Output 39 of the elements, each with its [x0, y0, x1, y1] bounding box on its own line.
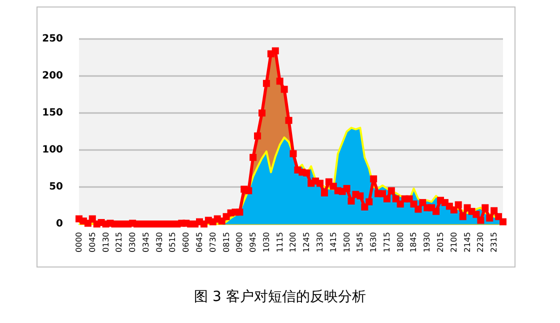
y-tick-label: 100 — [42, 144, 64, 156]
y-tick-label: 0 — [56, 218, 64, 230]
x-tick-label: 0900 — [235, 232, 244, 252]
x-tick-label: 0045 — [88, 232, 97, 252]
x-tick-label: 1330 — [316, 232, 325, 252]
x-tick-label: 2230 — [476, 232, 486, 252]
y-tick-label: 250 — [42, 34, 64, 44]
x-tick-label: 0515 — [168, 232, 178, 252]
x-tick-label: 0600 — [182, 232, 191, 252]
x-tick-label: 0130 — [101, 232, 110, 252]
x-tick-label: 1200 — [288, 232, 298, 252]
x-tick-label: 1500 — [342, 232, 352, 252]
x-tick-label: 1545 — [356, 232, 365, 252]
x-tick-label: 1245 — [302, 232, 312, 252]
x-tick-label: 0815 — [222, 232, 231, 252]
x-tick-label: 0945 — [248, 232, 258, 252]
x-tick-label: 1630 — [369, 232, 378, 252]
x-tick-label: 2145 — [462, 232, 472, 252]
x-tick-label: 0300 — [128, 232, 138, 252]
x-tick-label: 0000 — [74, 232, 84, 252]
x-tick-label: 0345 — [141, 232, 150, 252]
x-tick-label: 1115 — [275, 232, 284, 252]
x-tick-label: 2315 — [490, 232, 499, 252]
x-tick-label: 0730 — [208, 232, 218, 252]
text: 图 3 客户对短信的反映分析 — [194, 289, 366, 305]
y-tick-label: 50 — [49, 182, 64, 192]
x-tick-label: 0645 — [195, 232, 204, 252]
x-tick-label: 1845 — [409, 232, 418, 252]
y-tick-label: 150 — [42, 108, 64, 118]
x-tick-label: 1715 — [382, 232, 392, 252]
x-tick-label: 1800 — [396, 232, 405, 252]
x-tick-label: 2100 — [449, 232, 458, 252]
x-tick-label: 0430 — [154, 232, 164, 252]
x-tick-label: 1030 — [262, 232, 271, 252]
x-tick-label: 0215 — [114, 232, 124, 252]
x-tick-label: 2015 — [436, 232, 446, 252]
y-tick-label: 200 — [42, 70, 64, 82]
x-tick-label: 1415 — [328, 232, 338, 252]
x-tick-label: 1930 — [422, 232, 432, 252]
